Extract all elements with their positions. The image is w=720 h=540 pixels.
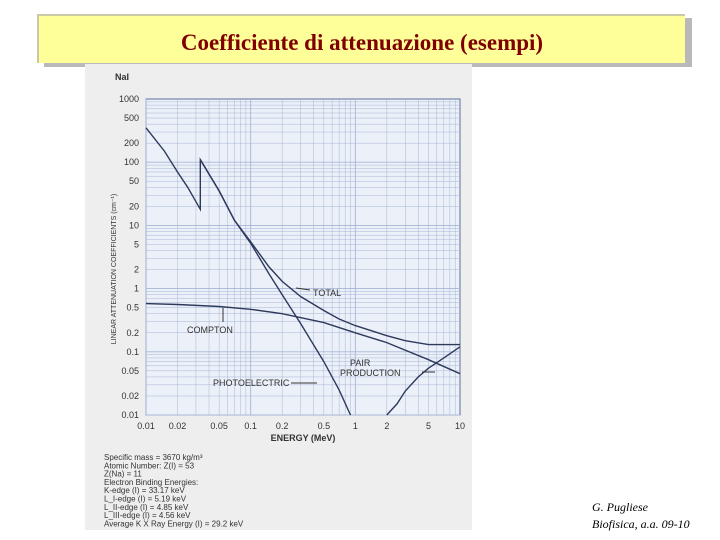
- y-tick-label: 1000: [119, 94, 139, 104]
- y-tick-label: 1: [134, 284, 139, 294]
- pair-production-annotation-line2: PRODUCTION: [340, 368, 401, 378]
- title-box: Coefficiente di attenuazione (esempi): [37, 14, 685, 63]
- y-tick-label: 500: [124, 113, 139, 123]
- spec-line: Z(Na) = 11: [104, 470, 142, 479]
- spec-line: L_I-edge (I) = 5.19 keV: [104, 495, 187, 504]
- spec-line: Atomic Number: Z(I) = 53: [104, 461, 195, 470]
- x-tick-label: 0.01: [137, 421, 155, 431]
- y-tick-label: 0.2: [126, 328, 139, 338]
- spec-line: Average K X Ray Energy (I) = 29.2 keV: [104, 519, 244, 528]
- photoelectric-annotation: PHOTOELECTRIC: [213, 378, 290, 388]
- x-tick-label: 10: [455, 421, 465, 431]
- y-axis-label: LINEAR ATTENUATION COEFFICIENTS (cm⁻¹): [111, 194, 118, 344]
- y-tick-label: 0.02: [121, 391, 139, 401]
- series-line-pair-production: [386, 346, 461, 416]
- x-tick-label: 0.1: [244, 421, 257, 431]
- attenuation-chart: NaI 1000 500 200 100 50 20 10 5 2 1 0.5 0.2 0.1 0.05 0.…: [104, 72, 465, 528]
- x-tick-label: 0.5: [318, 421, 331, 431]
- total-annotation: TOTAL: [313, 288, 341, 298]
- series-line-total: [145, 127, 460, 346]
- spec-line: L_II-edge (I) = 4.85 keV: [104, 503, 189, 512]
- y-tick-label: 0.1: [126, 347, 139, 357]
- x-tick-label: 1: [353, 421, 358, 431]
- y-tick-label: 20: [129, 201, 139, 211]
- x-tick-label: 2: [384, 421, 389, 431]
- spec-line: Electron Binding Energies:: [104, 478, 198, 487]
- y-tick-label: 2: [134, 265, 139, 275]
- nai-attenuation-figure: NaI 1000 500 200 100 50 20 10 5 2 1 0.5 0.2 0.1 0.05 0.…: [85, 64, 472, 530]
- pair-production-annotation-line1: PAIR: [350, 358, 371, 368]
- spec-line: L_III-edge (I) = 4.56 keV: [104, 511, 191, 520]
- y-tick-label: 100: [124, 157, 139, 167]
- y-tick-label: 5: [134, 239, 139, 249]
- spec-line: K-edge (I) = 33.17 keV: [104, 486, 185, 495]
- series-line-photoelectric: [199, 159, 352, 416]
- y-tick-label: 0.5: [126, 303, 139, 313]
- material-label: NaI: [115, 72, 129, 82]
- y-tick-label: 0.01: [121, 410, 139, 420]
- x-tick-label: 0.02: [169, 421, 187, 431]
- course-credit: Biofisica, a.a. 09-10: [592, 517, 690, 531]
- y-tick-label: 200: [124, 138, 139, 148]
- plot-area: [145, 98, 461, 416]
- series-line-compton: [145, 302, 461, 375]
- slide-title: Coefficiente di attenuazione (esempi): [180, 30, 544, 55]
- y-tick-label: 0.05: [121, 366, 139, 376]
- spec-line: Specific mass = 3670 kg/m³: [104, 453, 203, 462]
- y-tick-label: 50: [129, 176, 139, 186]
- author-credit: G. Pugliese: [592, 500, 648, 514]
- x-tick-label: 5: [426, 421, 431, 431]
- compton-annotation: COMPTON: [187, 325, 233, 335]
- total-arrow: [295, 287, 311, 291]
- x-tick-label: 0.05: [210, 421, 228, 431]
- x-tick-label: 0.2: [276, 421, 289, 431]
- y-tick-label: 10: [129, 220, 139, 230]
- x-axis-label: ENERGY (MeV): [271, 433, 336, 443]
